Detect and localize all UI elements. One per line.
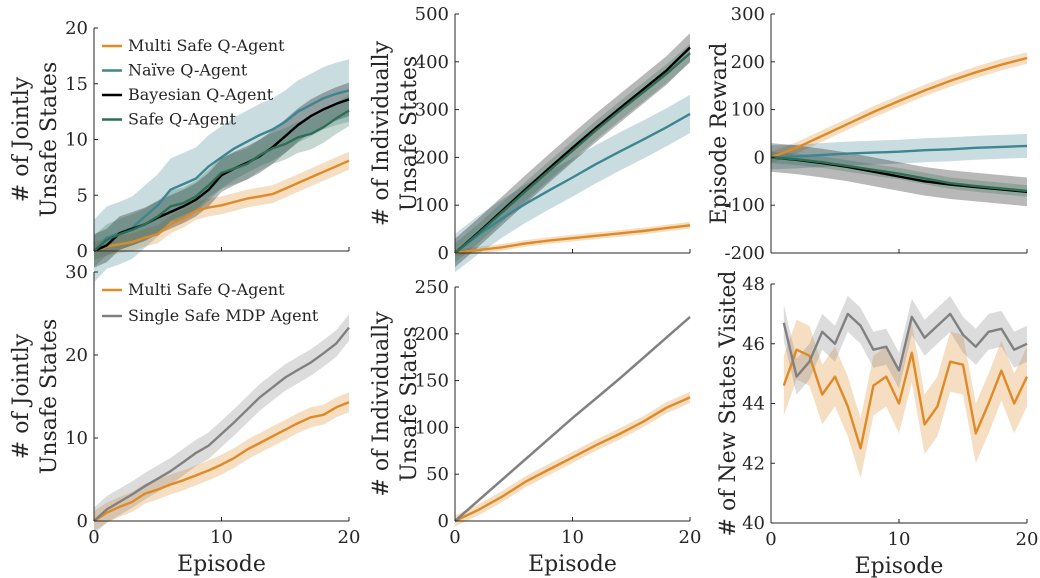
x-axis-title: Episode (177, 552, 266, 577)
y-tick-label: 20 (65, 345, 88, 366)
y-tick-label: 46 (742, 334, 765, 355)
y-tick-label: 48 (742, 274, 765, 295)
series-line-1 (454, 112, 691, 254)
series-line-0 (454, 224, 691, 255)
legend-label: Single Safe MDP Agent (128, 306, 319, 325)
y-tick-label: 200 (415, 324, 449, 345)
chart-top-left: 0 5 10 15 20 # of Jointly Unsafe States Multi S… (9, 18, 350, 283)
legend: Multi Safe Q-Agent Single Safe MDP Agent (102, 280, 319, 325)
band-0 (455, 391, 690, 527)
y-tick-label: 300 (731, 4, 765, 25)
y-axis-title: Unsafe States (37, 62, 62, 217)
y-tick-label: 150 (415, 371, 449, 392)
chart-top-right: -200 -100 0 100 200 300 Episode Reward (707, 4, 1028, 264)
band-1 (94, 59, 349, 283)
y-tick-label: 10 (65, 130, 88, 151)
band-0 (783, 319, 1027, 479)
legend-label: Naïve Q-Agent (128, 61, 248, 80)
x-tick-label: 10 (561, 527, 584, 548)
y-tick-label: 200 (731, 52, 765, 73)
y-tick-label: 50 (426, 464, 449, 485)
y-axis-title: Episode Reward (707, 43, 732, 225)
y-axis-title: Unsafe States (37, 319, 62, 474)
y-tick-label: 0 (438, 243, 449, 264)
y-tick-label: 5 (77, 185, 88, 206)
y-tick-label: 0 (438, 511, 449, 532)
y-tick-label: 100 (415, 417, 449, 438)
y-tick-label: 250 (415, 277, 449, 298)
x-tick-label: 0 (88, 527, 99, 548)
x-tick-label: 0 (449, 527, 460, 548)
y-axis-title: # of Jointly (9, 333, 34, 459)
series-line-1 (93, 326, 350, 522)
y-tick-label: 42 (742, 453, 765, 474)
y-axis-title: # of Individually (369, 311, 394, 497)
y-axis-title: Unsafe States (397, 326, 422, 481)
y-tick-label: -100 (725, 195, 765, 216)
x-tick-label: 10 (210, 527, 233, 548)
series-line-3 (454, 52, 691, 254)
legend-label: Multi Safe Q-Agent (128, 280, 285, 299)
series-line-1 (93, 89, 350, 252)
y-axis-title: Unsafe States (397, 56, 422, 211)
chart-bottom-left: 0 10 20 30 0 10 20 Episode # of Jointly Unsafe St… (9, 262, 360, 577)
y-tick-label: 40 (742, 513, 765, 534)
series-line-0 (770, 56, 1028, 159)
y-tick-label: 200 (415, 147, 449, 168)
legend-label: Multi Safe Q-Agent (128, 36, 285, 55)
y-axis-title: # of New States Visited (716, 271, 741, 537)
legend-label: Safe Q-Agent (128, 110, 237, 129)
y-axis-title: # of Jointly (9, 76, 34, 202)
y-axis-title: # of Individually (369, 40, 394, 226)
chart-top-middle: 0 100 200 300 400 500 # of Individually Unsafe … (369, 4, 691, 273)
band-0 (771, 52, 1027, 164)
x-tick-label: 20 (338, 527, 361, 548)
series-line-0 (782, 348, 1029, 450)
x-axis-title: Episode (528, 552, 617, 577)
series-line-3 (770, 156, 1028, 193)
y-tick-label: 0 (77, 241, 88, 262)
x-tick-label: 10 (888, 529, 911, 550)
y-tick-label: 15 (65, 74, 88, 95)
y-tick-label: -200 (725, 243, 765, 264)
y-tick-label: 100 (415, 195, 449, 216)
series-line-0 (93, 159, 350, 253)
band-0 (94, 392, 349, 531)
y-tick-label: 30 (65, 262, 88, 283)
y-tick-label: 0 (754, 147, 765, 168)
y-tick-label: 300 (415, 100, 449, 121)
band-1 (455, 94, 690, 273)
series-line-1 (454, 316, 691, 522)
series-line-3 (93, 109, 350, 252)
y-tick-label: 100 (731, 100, 765, 121)
legend: Multi Safe Q-Agent Naïve Q-Agent Bayesian … (102, 36, 285, 129)
series-line-0 (454, 396, 691, 523)
y-tick-label: 400 (415, 52, 449, 73)
y-tick-label: 500 (415, 4, 449, 25)
legend-label: Bayesian Q-Agent (128, 85, 274, 104)
y-tick-label: 20 (65, 18, 88, 39)
x-tick-label: 20 (1016, 529, 1039, 550)
x-tick-label: 20 (679, 527, 702, 548)
x-axis-title: Episode (855, 554, 944, 578)
y-tick-label: 10 (65, 428, 88, 449)
series-line-0 (93, 401, 350, 523)
chart-bottom-right: 40 42 44 46 48 0 10 20 Episode # of New States Vi… (716, 271, 1038, 578)
x-tick-label: 0 (765, 529, 776, 550)
series-line-1 (770, 144, 1028, 159)
y-tick-label: 44 (742, 394, 765, 415)
chart-bottom-middle: 0 50 100 150 200 250 0 10 20 Episode # of Individu… (369, 277, 701, 577)
series-line-1 (782, 312, 1028, 378)
y-tick-label: 0 (77, 511, 88, 532)
